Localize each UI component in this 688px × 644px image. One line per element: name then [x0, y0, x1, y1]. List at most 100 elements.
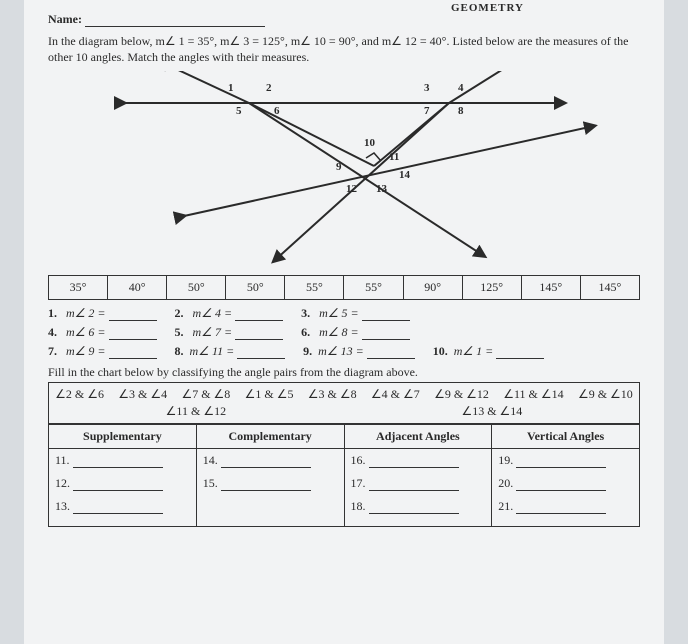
question-row: 7. m∠ 9 = 8. m∠ 11 = 9. m∠ 13 = 10. m∠ 1… — [48, 344, 640, 359]
pair: ∠4 & ∠7 — [371, 387, 420, 402]
answer-blank[interactable] — [221, 467, 311, 468]
header-title: GEOMETRY — [451, 2, 524, 14]
angle-diagram: 1 2 3 4 5 6 7 8 9 10 11 12 13 14 — [64, 71, 624, 271]
classify-cell: 14. 15. — [196, 449, 344, 527]
answer-blank[interactable] — [235, 339, 283, 340]
name-line: Name: — [48, 12, 640, 27]
measures-table: 35° 40° 50° 50° 55° 55° 90° 125° 145° 14… — [48, 275, 640, 300]
lbl-1: 1 — [228, 82, 234, 94]
answer-blank[interactable] — [109, 358, 157, 359]
qtext: m∠ 7 = — [193, 325, 233, 339]
measure-cell: 55° — [344, 276, 403, 300]
pair: ∠9 & ∠10 — [578, 387, 633, 402]
cnum: 15. — [203, 476, 221, 491]
pair: ∠3 & ∠8 — [308, 387, 357, 402]
answer-blank[interactable] — [73, 513, 163, 514]
measure-cell: 125° — [462, 276, 521, 300]
qtext: m∠ 1 = — [454, 344, 494, 358]
lbl-5: 5 — [236, 105, 242, 117]
qnum: 2. — [175, 306, 184, 320]
answer-blank[interactable] — [221, 490, 311, 491]
pair: ∠3 & ∠4 — [118, 387, 167, 402]
classify-cell: 11. 12. 13. — [49, 449, 197, 527]
col-header: Vertical Angles — [492, 425, 640, 449]
cnum: 13. — [55, 499, 73, 514]
cnum: 19. — [498, 453, 516, 468]
cnum: 16. — [351, 453, 369, 468]
answer-blank[interactable] — [367, 358, 415, 359]
cnum: 17. — [351, 476, 369, 491]
pair: ∠2 & ∠6 — [55, 387, 104, 402]
qnum: 4. — [48, 325, 57, 339]
cnum: 18. — [351, 499, 369, 514]
answer-blank[interactable] — [109, 339, 157, 340]
pair: ∠13 & ∠14 — [461, 404, 522, 419]
cnum: 11. — [55, 453, 73, 468]
qtext: m∠ 6 = — [66, 325, 106, 339]
answer-blank[interactable] — [516, 513, 606, 514]
cnum: 20. — [498, 476, 516, 491]
answer-blank[interactable] — [516, 490, 606, 491]
qtext: m∠ 13 = — [318, 344, 364, 358]
measure-cell: 50° — [167, 276, 226, 300]
name-blank[interactable] — [85, 26, 265, 27]
lbl-12: 12 — [346, 183, 357, 195]
lbl-10: 10 — [364, 137, 375, 149]
pair: ∠1 & ∠5 — [245, 387, 294, 402]
question-row: 4. m∠ 6 = 5. m∠ 7 = 6. m∠ 8 = — [48, 325, 640, 340]
lbl-14: 14 — [399, 169, 410, 181]
col-header: Adjacent Angles — [344, 425, 492, 449]
measure-cell: 50° — [226, 276, 285, 300]
answer-blank[interactable] — [369, 490, 459, 491]
lbl-11: 11 — [389, 151, 399, 163]
worksheet-paper: GEOMETRY Name: In the diagram below, m∠ … — [24, 0, 664, 644]
measure-cell: 145° — [521, 276, 580, 300]
col-header: Complementary — [196, 425, 344, 449]
qnum: 8. — [175, 344, 184, 358]
classify-table: Supplementary Complementary Adjacent Ang… — [48, 424, 640, 527]
answer-blank[interactable] — [73, 467, 163, 468]
cnum: 14. — [203, 453, 221, 468]
measure-cell: 90° — [403, 276, 462, 300]
qnum: 6. — [301, 325, 310, 339]
qnum: 5. — [175, 325, 184, 339]
intro-text: In the diagram below, m∠ 1 = 35°, m∠ 3 =… — [48, 33, 640, 65]
measure-cell: 35° — [49, 276, 108, 300]
cnum: 12. — [55, 476, 73, 491]
lbl-2: 2 — [266, 82, 272, 94]
qnum: 10. — [433, 344, 448, 358]
answer-blank[interactable] — [73, 490, 163, 491]
answer-blank[interactable] — [362, 339, 410, 340]
name-label: Name: — [48, 12, 82, 26]
answer-blank[interactable] — [362, 320, 410, 321]
answer-blank[interactable] — [496, 358, 544, 359]
answer-blank[interactable] — [109, 320, 157, 321]
lbl-13: 13 — [376, 183, 387, 195]
pair: ∠11 & ∠14 — [503, 387, 563, 402]
qtext: m∠ 8 = — [319, 325, 359, 339]
answer-blank[interactable] — [237, 358, 285, 359]
angle-pairs-box: ∠2 & ∠6 ∠3 & ∠4 ∠7 & ∠8 ∠1 & ∠5 ∠3 & ∠8 … — [48, 382, 640, 424]
col-header: Supplementary — [49, 425, 197, 449]
qtext: m∠ 11 = — [190, 344, 235, 358]
qtext: m∠ 9 = — [66, 344, 106, 358]
measure-cell: 40° — [108, 276, 167, 300]
qnum: 1. — [48, 306, 57, 320]
lbl-7: 7 — [424, 105, 430, 117]
lbl-8: 8 — [458, 105, 464, 117]
pair: ∠7 & ∠8 — [181, 387, 230, 402]
qtext: m∠ 2 = — [66, 306, 106, 320]
answer-blank[interactable] — [369, 513, 459, 514]
answer-blank[interactable] — [516, 467, 606, 468]
answer-blank[interactable] — [235, 320, 283, 321]
cnum: 21. — [498, 499, 516, 514]
pair: ∠9 & ∠12 — [434, 387, 489, 402]
qtext: m∠ 5 = — [319, 306, 359, 320]
measure-cell: 55° — [285, 276, 344, 300]
answer-blank[interactable] — [369, 467, 459, 468]
question-row: 1. m∠ 2 = 2. m∠ 4 = 3. m∠ 5 = — [48, 306, 640, 321]
classify-cell: 19. 20. 21. — [492, 449, 640, 527]
qnum: 9. — [303, 344, 312, 358]
lbl-6: 6 — [274, 105, 280, 117]
qtext: m∠ 4 = — [193, 306, 233, 320]
